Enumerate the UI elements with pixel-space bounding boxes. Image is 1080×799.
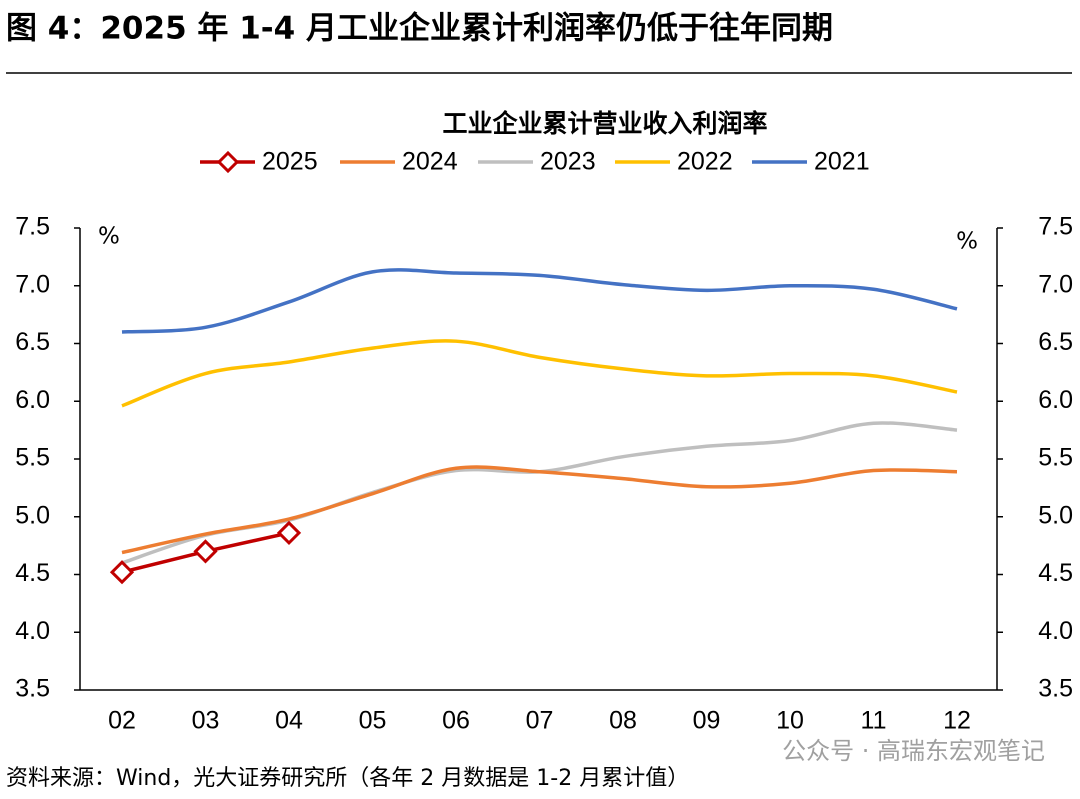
point-marker [109,560,135,585]
legend-label: 2024 [402,148,458,176]
y-tick-label: 5.0 [15,501,50,529]
y-tick-label: 4.5 [15,559,50,587]
y2-unit: % [956,229,978,255]
x-tick-label: 03 [192,707,220,735]
x-tick-label: 08 [609,707,637,735]
y2-tick-label: 5.0 [1038,501,1073,529]
page-title: 图 4：2025 年 1-4 月工业企业累计利润率仍低于往年同期 [6,11,833,47]
y-tick-label: 7.5 [15,213,50,241]
y2-tick-label: 5.5 [1038,444,1073,472]
y-tick-label: 6.0 [15,386,50,414]
x-tick-label: 11 [861,707,887,735]
y-tick-label: 7.0 [15,270,50,298]
series-line [121,339,958,408]
y-tick-label: 6.5 [15,328,50,356]
y2-tick-label: 7.0 [1038,270,1073,298]
y2-tick-label: 4.5 [1038,559,1073,587]
x-tick-label: 09 [693,707,721,735]
watermark: 公众号 · 高瑞东宏观笔记 [782,737,1045,765]
y2-tick-label: 7.5 [1038,213,1073,241]
x-tick-label: 06 [442,707,470,735]
legend-label: 2025 [262,148,318,176]
y-unit: % [98,224,120,250]
y-tick-label: 4.0 [15,617,50,645]
y2-tick-label: 4.0 [1038,617,1073,645]
series-line [121,268,958,334]
legend-marker [216,150,240,174]
x-tick-label: 04 [275,707,303,735]
x-tick-label: 05 [359,707,387,735]
x-tick-label: 12 [943,707,971,735]
x-tick-label: 02 [108,707,136,735]
y2-tick-label: 3.5 [1038,675,1073,703]
x-tick-label: 10 [776,707,804,735]
source: 资料来源：Wind，光大证券研究所（各年 2 月数据是 1-2 月累计值） [6,766,689,791]
series-line [121,465,958,555]
legend-label: 2022 [677,148,733,176]
point-marker [193,539,218,564]
chart-title: 工业企业累计营业收入利润率 [442,109,767,138]
y2-tick-label: 6.0 [1038,386,1073,414]
x-tick-label: 07 [526,707,554,735]
legend-label: 2023 [540,148,596,176]
y2-tick-label: 6.5 [1038,328,1073,356]
y-tick-label: 5.5 [15,444,50,472]
y-tick-label: 3.5 [15,675,50,703]
legend-label: 2021 [814,148,870,176]
point-marker [276,520,302,546]
